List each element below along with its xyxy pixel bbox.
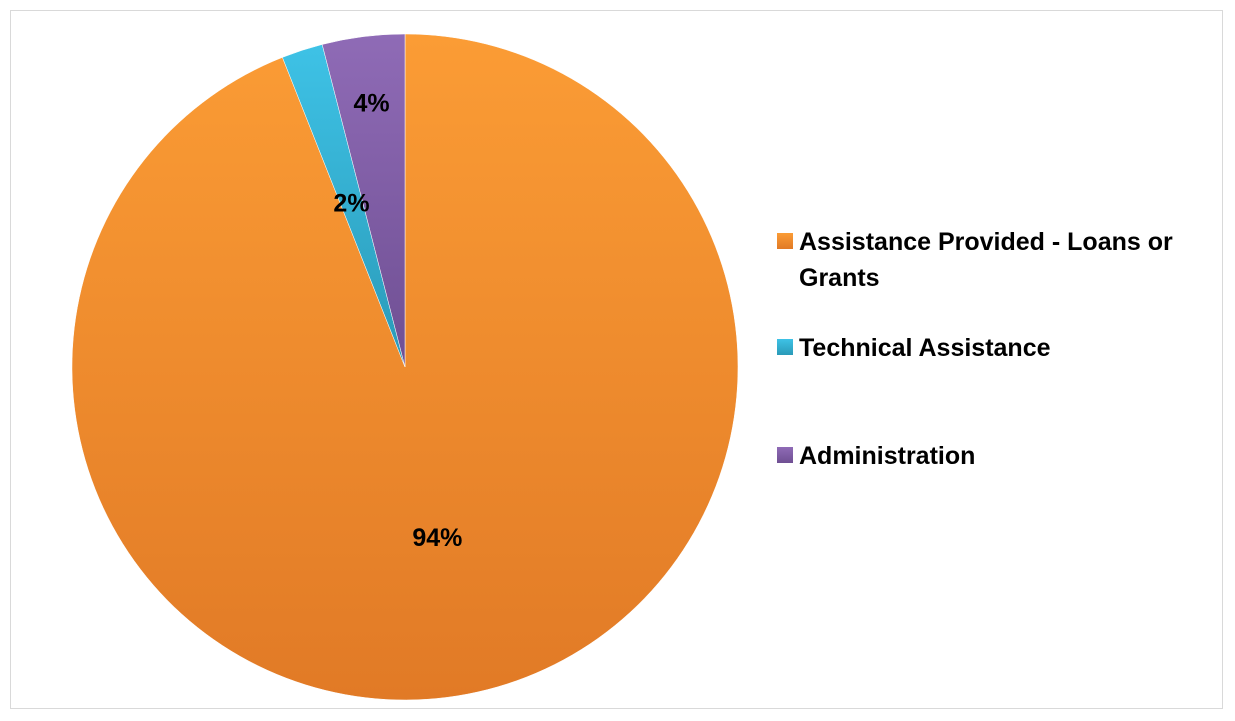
legend-label-assistance: Assistance Provided - Loans or Grants bbox=[799, 228, 1173, 292]
legend-swatch-administration bbox=[777, 447, 793, 463]
legend-swatch-assistance bbox=[777, 233, 793, 249]
legend-label-technical: Technical Assistance bbox=[799, 334, 1051, 362]
legend-label-administration: Administration bbox=[799, 442, 976, 470]
legend-swatch-technical bbox=[777, 339, 793, 355]
legend-item-assistance: Assistance Provided - Loans or Grants bbox=[777, 224, 1209, 296]
legend-item-administration: Administration bbox=[777, 438, 1209, 474]
data-label-technical: 2% bbox=[333, 189, 369, 217]
pie-slice-administration bbox=[321, 33, 406, 368]
legend-item-technical: Technical Assistance bbox=[777, 330, 1209, 366]
data-label-administration: 4% bbox=[354, 90, 390, 118]
data-label-assistance: 94% bbox=[412, 524, 462, 552]
